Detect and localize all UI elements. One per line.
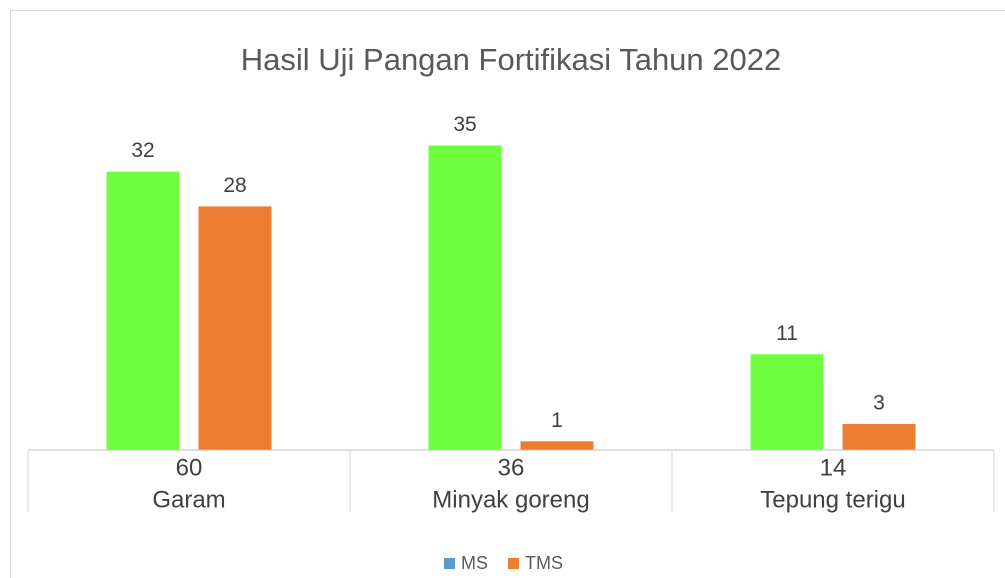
- bar: [750, 354, 824, 450]
- bar: [428, 145, 502, 450]
- x-tick-label: Minyak goreng: [432, 486, 589, 513]
- legend-label: MS: [461, 553, 488, 573]
- x-tick-label: Tepung terigu: [760, 486, 905, 513]
- data-label: 28: [223, 174, 246, 197]
- data-label: 35: [453, 113, 476, 136]
- legend-marker: [508, 558, 519, 569]
- legend-marker: [444, 558, 455, 569]
- bar: [106, 171, 180, 450]
- x-tick-label: Garam: [152, 486, 225, 513]
- data-label: 32: [131, 139, 154, 162]
- chart-title: Hasil Uji Pangan Fortifikasi Tahun 2022: [241, 42, 782, 77]
- bar: [842, 423, 916, 450]
- legend-label: TMS: [525, 553, 563, 573]
- category-total: 14: [820, 454, 847, 481]
- data-label: 3: [873, 391, 885, 414]
- category-total: 60: [176, 454, 203, 481]
- bar: [520, 441, 594, 450]
- bar: [198, 206, 272, 450]
- data-label: 11: [776, 322, 798, 345]
- data-label: 1: [551, 409, 563, 432]
- category-total: 36: [498, 454, 525, 481]
